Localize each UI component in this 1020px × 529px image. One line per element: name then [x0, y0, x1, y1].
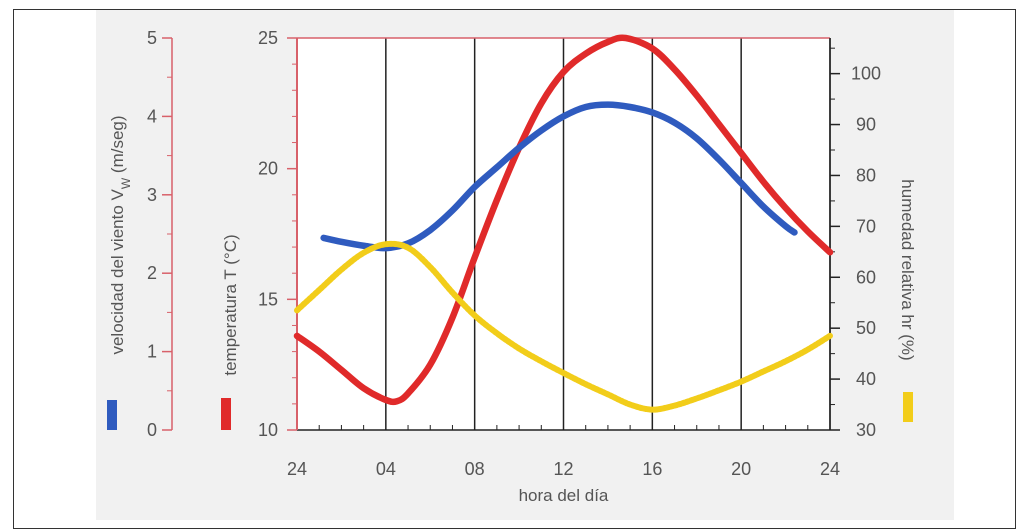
humidity-tick-label: 30 — [856, 420, 876, 440]
temp-tick-label: 25 — [258, 28, 278, 48]
humidity-tick-label: 90 — [856, 115, 876, 135]
series — [293, 34, 834, 413]
x-tick-label: 20 — [731, 459, 751, 479]
wind-tick-label: 5 — [147, 28, 157, 48]
humidity-tick-label: 100 — [851, 64, 881, 84]
humidity-tick-label: 70 — [856, 216, 876, 236]
temp-tick-label: 20 — [258, 159, 278, 179]
humidity-series-line — [294, 240, 833, 413]
wind-tick-label: 1 — [147, 342, 157, 362]
x-tick-label: 12 — [553, 459, 573, 479]
wind-tick-label: 3 — [147, 185, 157, 205]
humidity-tick-label: 50 — [856, 318, 876, 338]
axes — [162, 37, 840, 431]
x-axis-title: hora del día — [519, 486, 609, 505]
temp-tick-label: 15 — [258, 289, 278, 309]
x-tick-label: 24 — [820, 459, 840, 479]
wind-axis-title: velocidad del viento VW (m/seg) — [108, 115, 133, 354]
humidity-tick-label: 80 — [856, 165, 876, 185]
humidity-legend-swatch — [903, 392, 913, 422]
x-tick-label: 08 — [465, 459, 485, 479]
x-tick-label: 04 — [376, 459, 396, 479]
humidity-tick-label: 60 — [856, 267, 876, 287]
temp-series-line — [293, 34, 834, 406]
x-tick-label: 16 — [642, 459, 662, 479]
wind-legend-swatch — [107, 400, 117, 430]
temp-axis-title: temperatura T (°C) — [221, 234, 240, 375]
wind-tick-label: 0 — [147, 420, 157, 440]
temp-tick-label: 10 — [258, 420, 278, 440]
humidity-tick-label: 40 — [856, 369, 876, 389]
wind-tick-label: 4 — [147, 106, 157, 126]
humidity-axis-title: humedad relativa hr (%) — [898, 179, 917, 360]
temp-legend-swatch — [221, 398, 231, 430]
wind-tick-label: 2 — [147, 263, 157, 283]
x-tick-label: 24 — [287, 459, 307, 479]
